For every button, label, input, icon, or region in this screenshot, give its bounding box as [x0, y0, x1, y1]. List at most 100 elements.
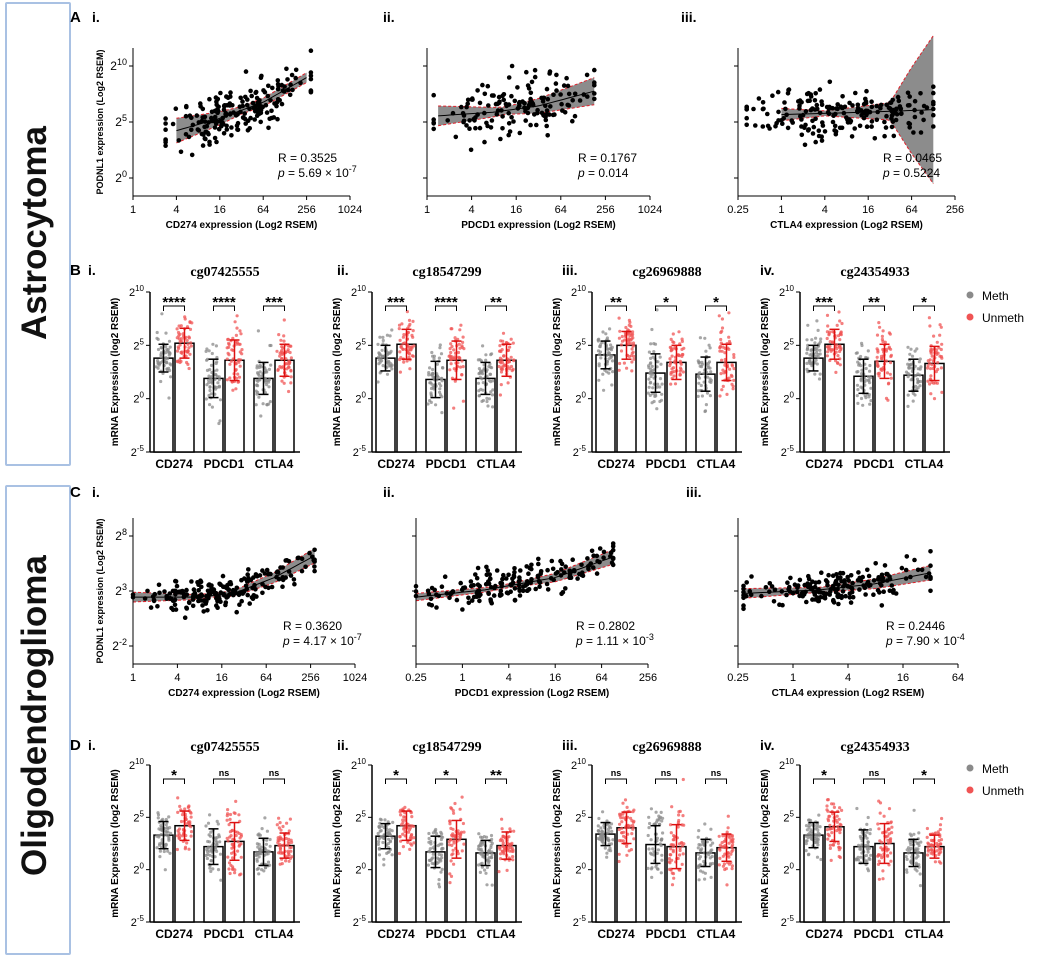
sample-point — [936, 830, 940, 834]
data-point — [760, 106, 766, 112]
sample-point — [918, 357, 922, 361]
sample-point — [814, 833, 819, 837]
sample-point — [500, 817, 504, 821]
sample-point — [287, 837, 291, 842]
data-point — [785, 125, 791, 131]
y-tick-label: 2-5 — [131, 914, 145, 929]
sample-point — [281, 351, 285, 355]
sample-point — [599, 356, 603, 360]
data-point — [229, 125, 234, 130]
sample-point — [459, 323, 463, 327]
sample-point — [208, 368, 212, 372]
data-point — [461, 585, 466, 591]
sample-point — [837, 854, 841, 859]
sample-point — [721, 854, 725, 858]
chart-title: cg18547299 — [412, 740, 481, 755]
data-point — [312, 568, 317, 574]
sample-point — [908, 848, 912, 852]
sample-point — [627, 825, 631, 830]
sample-point — [387, 833, 392, 837]
data-point — [535, 573, 541, 579]
sample-point — [449, 826, 453, 831]
sample-point — [720, 317, 725, 321]
sample-point — [178, 804, 182, 809]
data-point — [431, 92, 437, 98]
sample-point — [839, 330, 843, 334]
data-point — [819, 134, 824, 139]
sample-point — [237, 358, 241, 362]
significance-label: *** — [387, 294, 405, 311]
sample-point — [234, 799, 238, 804]
sample-point — [159, 827, 164, 831]
sample-point — [877, 827, 881, 831]
sample-point — [830, 831, 834, 835]
data-point — [431, 120, 437, 125]
sample-point — [378, 353, 382, 357]
sample-point — [406, 840, 410, 845]
sample-point — [878, 853, 883, 857]
sample-point — [239, 855, 243, 859]
data-point — [785, 91, 791, 96]
sample-point — [189, 344, 193, 348]
sample-point — [460, 849, 464, 853]
data-point — [471, 116, 477, 122]
sample-point — [630, 337, 634, 341]
y-tick-label: 25 — [133, 337, 144, 352]
sample-point — [461, 821, 465, 826]
sample-point — [231, 867, 235, 872]
sample-point — [888, 361, 893, 365]
sample-point — [156, 360, 160, 365]
sample-point — [501, 841, 505, 845]
data-point — [523, 108, 528, 114]
sample-point — [269, 363, 273, 367]
sample-point — [437, 882, 441, 886]
sample-point — [730, 834, 734, 839]
sample-point — [210, 351, 214, 356]
sample-point — [706, 361, 711, 365]
data-point — [475, 112, 480, 117]
sample-point — [926, 845, 930, 849]
sample-point — [498, 349, 502, 353]
data-point — [827, 104, 832, 110]
sample-point — [670, 367, 674, 371]
sample-point — [649, 807, 654, 811]
sample-point — [263, 816, 267, 820]
x-axis-title: CD274 expression (Log2 RSEM) — [166, 220, 318, 231]
data-point — [867, 109, 873, 115]
data-point — [260, 581, 265, 587]
data-point — [760, 124, 766, 129]
sample-point — [279, 828, 283, 832]
sample-point — [157, 827, 161, 831]
sample-point — [655, 365, 659, 369]
sample-point — [627, 849, 631, 853]
sample-point — [265, 370, 269, 374]
sample-point — [510, 369, 514, 373]
sample-point — [660, 853, 664, 857]
data-point — [516, 582, 522, 588]
sample-point — [490, 856, 494, 860]
data-point — [814, 102, 820, 108]
sample-point — [262, 869, 266, 873]
data-point — [896, 98, 902, 104]
data-point — [541, 95, 547, 101]
data-point — [882, 563, 888, 568]
sample-point — [156, 347, 161, 352]
sample-point — [700, 847, 704, 851]
sample-point — [839, 823, 843, 827]
data-point — [790, 591, 796, 596]
data-point — [863, 96, 868, 102]
sample-point — [828, 340, 832, 344]
sample-point — [500, 827, 504, 831]
data-point — [500, 576, 505, 582]
sample-point — [939, 847, 943, 851]
sample-point — [407, 355, 411, 359]
sample-point — [861, 403, 865, 407]
sample-point — [868, 828, 873, 832]
significance-label: * — [713, 294, 719, 311]
data-point — [928, 588, 933, 594]
sample-point — [450, 843, 454, 848]
sample-point — [427, 840, 431, 844]
sample-point — [656, 382, 660, 386]
sample-point — [928, 324, 932, 328]
